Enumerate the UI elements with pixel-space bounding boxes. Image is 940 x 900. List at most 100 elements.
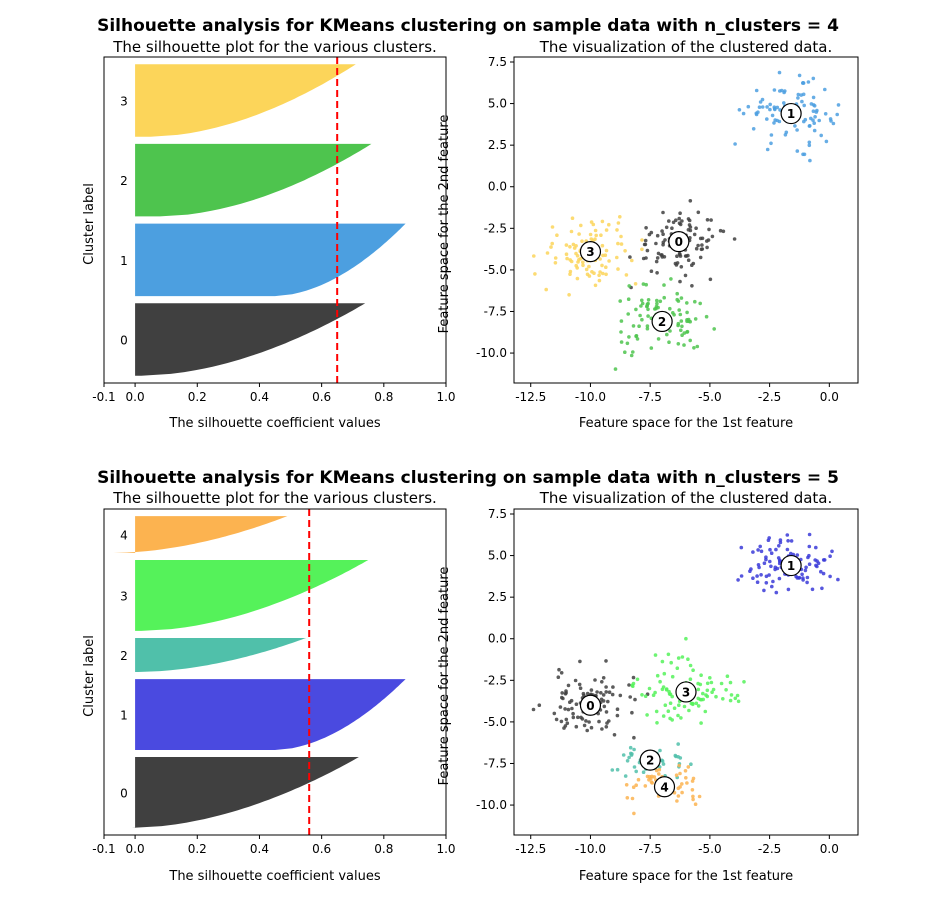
data-point-cluster-3 — [618, 215, 622, 219]
data-point-cluster-3 — [630, 258, 634, 263]
data-point-cluster-0 — [698, 255, 703, 260]
data-point-cluster-0 — [654, 241, 658, 246]
data-point-cluster-0 — [554, 717, 559, 722]
data-point-cluster-3 — [619, 234, 623, 239]
x-tick-label: 0.0 — [126, 842, 145, 856]
data-point-cluster-3 — [569, 229, 574, 234]
x-tick-label: -7.5 — [638, 390, 661, 404]
data-point-cluster-4 — [647, 778, 651, 782]
silhouette-plot-2-frame — [103, 508, 447, 836]
data-point-cluster-4 — [632, 811, 636, 816]
data-point-cluster-2 — [678, 756, 683, 760]
data-point-cluster-0 — [560, 691, 564, 695]
data-point-cluster-2 — [631, 324, 636, 328]
data-point-cluster-3 — [684, 636, 688, 641]
y-tick-label: -7.5 — [484, 756, 507, 770]
data-point-cluster-1 — [821, 558, 826, 562]
data-point-cluster-3 — [653, 690, 657, 695]
data-point-cluster-2 — [665, 332, 669, 337]
data-point-cluster-0 — [675, 261, 680, 265]
data-point-cluster-2 — [646, 298, 651, 302]
data-point-cluster-4 — [649, 780, 654, 784]
data-point-cluster-1 — [809, 116, 813, 121]
data-point-cluster-3 — [670, 674, 675, 679]
data-point-cluster-4 — [685, 781, 689, 785]
scatter-plot-1-y-label: Feature space for the 2nd feature — [437, 115, 452, 334]
data-point-cluster-1 — [736, 578, 740, 582]
data-point-cluster-3 — [574, 251, 578, 256]
data-point-cluster-2 — [631, 350, 635, 354]
data-point-cluster-3 — [735, 693, 740, 698]
data-point-cluster-0 — [601, 676, 606, 680]
data-point-cluster-0 — [692, 232, 697, 237]
data-point-cluster-3 — [667, 692, 672, 696]
data-point-cluster-2 — [613, 367, 618, 371]
data-point-cluster-3 — [686, 657, 690, 661]
data-point-cluster-0 — [556, 675, 561, 679]
data-point-cluster-0 — [705, 245, 709, 250]
cluster-center-label: 4 — [660, 780, 668, 794]
data-point-cluster-0 — [661, 210, 665, 215]
data-point-cluster-3 — [663, 703, 668, 707]
data-point-cluster-1 — [762, 561, 767, 565]
scatter-plot-2-y-ticks: 7.5 5.0 2.5 0.0 -2.5 -5.0 -7.5 -10.0 — [476, 507, 514, 812]
data-point-cluster-1 — [836, 577, 840, 582]
x-tick-label: -2.5 — [758, 842, 781, 856]
data-point-cluster-3 — [688, 677, 693, 681]
scatter-plot-2-marks: 0 1 2 3 4 — [531, 532, 840, 816]
data-point-cluster-0 — [585, 728, 589, 733]
data-point-cluster-2 — [645, 326, 650, 331]
data-point-cluster-0 — [655, 271, 659, 275]
data-point-cluster-0 — [599, 697, 604, 702]
data-point-cluster-0 — [604, 710, 609, 714]
data-point-cluster-3 — [623, 249, 627, 253]
data-point-cluster-1 — [778, 89, 782, 93]
data-point-cluster-3 — [565, 256, 569, 261]
data-point-cluster-0 — [587, 720, 591, 724]
data-point-cluster-3 — [701, 697, 705, 702]
data-point-cluster-3 — [704, 693, 708, 697]
data-point-cluster-3 — [688, 663, 693, 668]
data-point-cluster-3 — [709, 680, 714, 685]
x-tick-label: -0.1 — [92, 842, 115, 856]
data-point-cluster-0 — [566, 707, 571, 712]
data-point-cluster-3 — [600, 219, 605, 224]
data-point-cluster-0 — [589, 725, 594, 730]
data-point-cluster-1 — [796, 96, 800, 100]
data-point-cluster-1 — [760, 97, 765, 102]
data-point-cluster-0 — [589, 688, 594, 692]
data-point-cluster-4 — [690, 788, 695, 792]
data-point-cluster-1 — [819, 569, 823, 574]
data-point-cluster-1 — [814, 545, 818, 550]
data-point-cluster-1 — [777, 70, 782, 75]
data-point-cluster-2 — [627, 335, 631, 339]
silhouette-cluster-3 — [135, 64, 356, 137]
data-point-cluster-2 — [658, 748, 662, 753]
data-point-cluster-2 — [627, 284, 631, 288]
data-point-cluster-1 — [751, 127, 756, 131]
y-tick-label: -2.5 — [484, 673, 507, 687]
data-point-cluster-3 — [643, 694, 648, 698]
data-point-cluster-0 — [576, 715, 580, 720]
data-point-cluster-3 — [577, 232, 581, 236]
data-point-cluster-1 — [804, 565, 808, 570]
data-point-cluster-1 — [793, 124, 797, 128]
data-point-cluster-1 — [767, 573, 771, 577]
data-point-cluster-3 — [581, 260, 585, 265]
data-point-cluster-1 — [777, 544, 781, 548]
data-point-cluster-3 — [607, 222, 611, 227]
data-point-cluster-0 — [696, 210, 701, 215]
data-point-cluster-2 — [692, 346, 696, 350]
data-point-cluster-1 — [774, 547, 778, 552]
data-point-cluster-1 — [823, 87, 827, 92]
data-point-cluster-3 — [670, 718, 674, 722]
data-point-cluster-1 — [821, 571, 826, 576]
data-point-cluster-1 — [765, 105, 769, 109]
data-point-cluster-2 — [645, 324, 650, 328]
data-point-cluster-0 — [568, 700, 572, 704]
data-point-cluster-1 — [784, 130, 789, 135]
data-point-cluster-4 — [674, 773, 679, 777]
silhouette-plot-2-marks: 0 1 2 3 4 — [113, 509, 406, 835]
data-point-cluster-2 — [635, 337, 640, 341]
data-point-cluster-2 — [693, 299, 697, 304]
